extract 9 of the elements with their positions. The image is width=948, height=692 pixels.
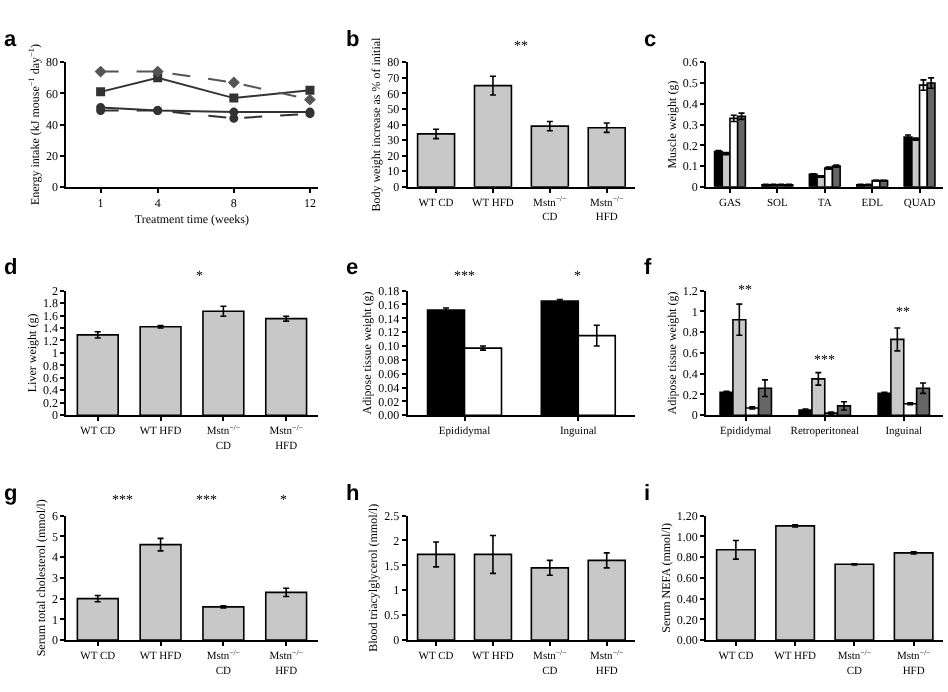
chart-title: c bbox=[644, 28, 657, 52]
chart-title: e bbox=[346, 256, 359, 280]
chart-title: h bbox=[346, 482, 360, 506]
chart-title: d bbox=[4, 256, 18, 280]
chart-title: b bbox=[346, 28, 360, 52]
chart-title: f bbox=[644, 256, 652, 280]
chart-title: i bbox=[644, 482, 651, 506]
chart-title: g bbox=[4, 482, 18, 506]
chart-title: a bbox=[4, 28, 18, 52]
